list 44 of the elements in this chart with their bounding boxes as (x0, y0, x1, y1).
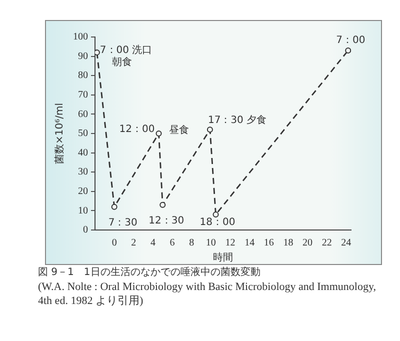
y-axis-title: 菌数×10⁶/ml (54, 102, 66, 164)
x-tick-label: 14 (244, 238, 255, 249)
point (212, 212, 219, 218)
x-tick-label: 16 (264, 238, 274, 249)
x-tick-label: 6 (170, 238, 175, 249)
text: 図 9－1 1日の生活のなかでの唾液中の菌数変動 (38, 266, 262, 280)
x-tick-label: 8 (189, 238, 194, 249)
x-tick-label: 24 (341, 238, 352, 249)
y-tick-label: 80 (78, 70, 88, 82)
annotation: 昼食 (168, 124, 189, 136)
annotation: 7：00 (336, 35, 366, 46)
point (206, 126, 213, 133)
y-tick-label: 30 (78, 166, 88, 178)
x-tick-label: 0 (112, 238, 117, 249)
y-tick-label: 0 (83, 224, 88, 236)
annotation: 7：00 洗口 (100, 44, 152, 56)
point (160, 202, 166, 208)
annotation: 17：30 夕食 (208, 114, 267, 126)
annotation: 朝食 (112, 56, 132, 68)
y-tick-label: 90 (78, 50, 88, 62)
y-tick-label: 20 (78, 186, 88, 198)
y-tick-label: 40 (78, 147, 88, 158)
x-tick-label: 12 (225, 238, 236, 249)
annotation: 12：00 (119, 124, 155, 136)
text: (W.A. Nolte : Oral Microbiology with Basic Microbiology and Immunology, 4th ed. 1982 より引用) (38, 280, 378, 308)
point (95, 49, 100, 56)
x-axis-title: 時間 (213, 252, 233, 264)
point (156, 130, 162, 136)
point (345, 48, 351, 54)
y-tick-label: 10 (78, 205, 88, 216)
annotation: 7：30 (108, 217, 138, 228)
point (111, 204, 118, 210)
x-tick-label: 22 (322, 238, 332, 249)
x-tick-label: 18 (283, 238, 294, 249)
y-tick-label: 50 (78, 128, 88, 140)
annotation: 18：00 (200, 217, 236, 228)
x-tick-label: 4 (150, 238, 156, 249)
x-tick-label: 20 (302, 238, 313, 249)
y-tick-label: 100 (73, 32, 88, 43)
x-tick-label: 10 (206, 238, 216, 249)
y-tick-label: 60 (78, 108, 88, 120)
y-tick-label: 70 (78, 90, 88, 101)
annotation: 12：30 (148, 216, 184, 227)
x-tick-label: 2 (131, 238, 136, 249)
